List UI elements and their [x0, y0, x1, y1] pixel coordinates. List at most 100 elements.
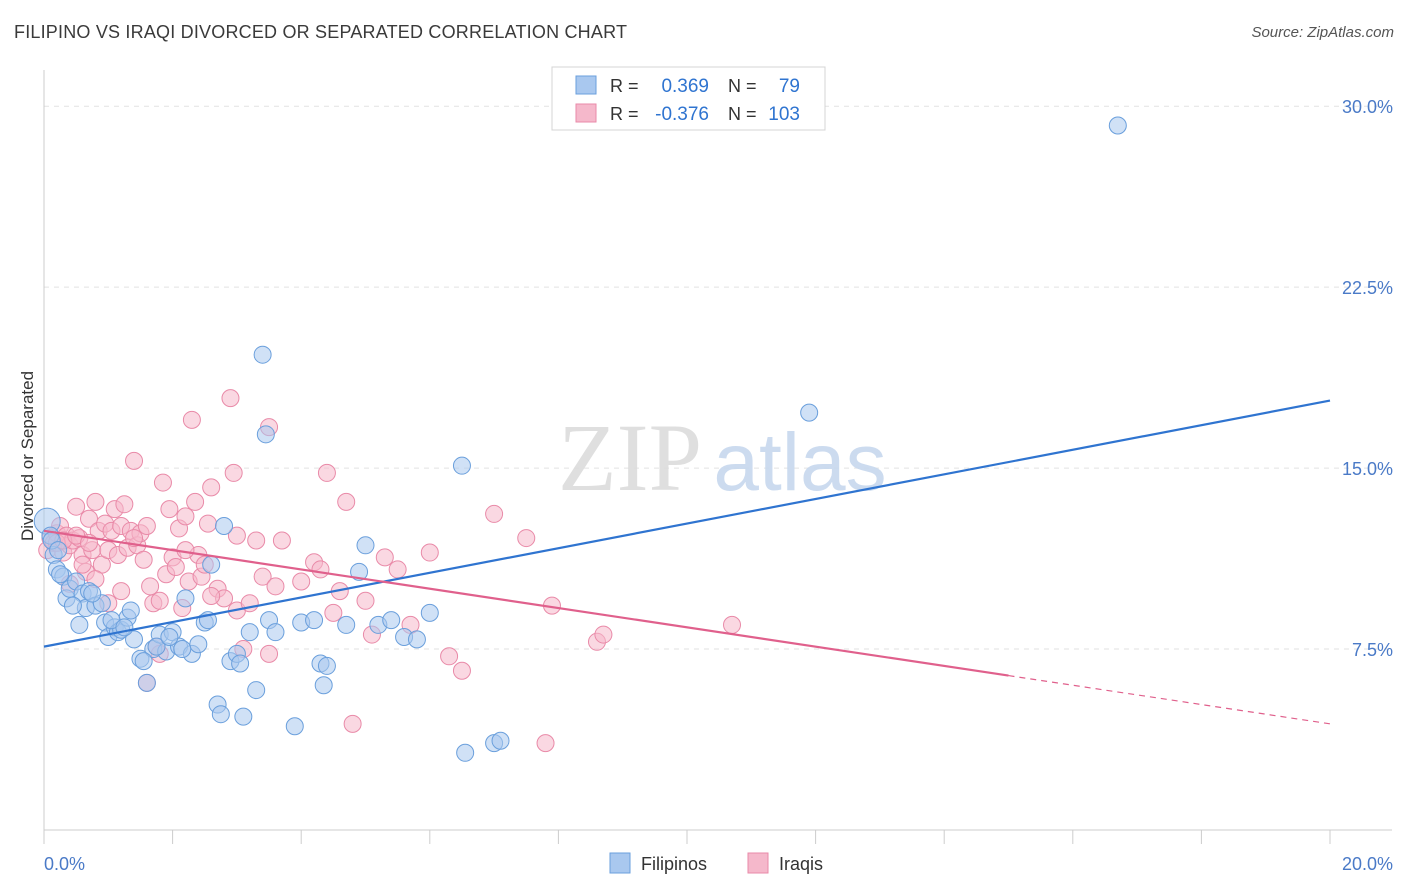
axes [43, 70, 1392, 844]
filipinos-point [189, 635, 208, 654]
iraqis-point [221, 389, 240, 408]
iraqis-point [536, 734, 555, 753]
legend-r-value-1: 0.369 [661, 76, 709, 97]
iraqis-point [337, 492, 356, 511]
iraqis-point [182, 410, 201, 429]
filipinos-point [1108, 116, 1127, 135]
iraqis-point [186, 492, 205, 511]
filipinos-point [266, 623, 285, 642]
filipinos-point [491, 731, 510, 750]
iraqis-point [137, 517, 156, 535]
iraqis-point [723, 615, 742, 634]
iraqis-point [160, 500, 179, 519]
legend-r-value-2: -0.376 [655, 104, 709, 125]
iraqis-point [247, 531, 266, 550]
iraqis-trend-line [43, 529, 1009, 677]
iraqis-point [388, 560, 407, 579]
filipinos-point [211, 705, 230, 724]
iraqis-point [86, 492, 105, 511]
iraqis-point [153, 473, 172, 492]
filipinos-point [231, 654, 250, 673]
filipinos-point [63, 596, 82, 615]
trend-lines [43, 399, 1331, 725]
filipinos-point [420, 603, 439, 622]
iraqis-point [452, 661, 471, 680]
filipinos-point [147, 637, 166, 656]
watermark-atlas: atlas [713, 417, 886, 508]
legend-swatch-filipinos [575, 75, 597, 95]
iraqis-point [260, 644, 279, 663]
bottom-legend-filipinos: Filipinos [641, 854, 707, 874]
iraqis-point [292, 572, 311, 591]
iraqis-point [356, 591, 375, 610]
legend-n-label-2: N = [728, 104, 757, 124]
filipinos-point [234, 707, 253, 726]
filipinos-point [176, 589, 195, 608]
iraqis-point [176, 507, 195, 526]
filipinos-point [305, 611, 324, 630]
filipinos-point [407, 630, 426, 649]
filipinos-point [456, 743, 475, 762]
y-tick-label: 30.0% [1342, 97, 1393, 117]
top-legend: R = 0.369 N = 79 R = -0.376 N = 103 [551, 66, 826, 131]
iraqis-point [317, 463, 336, 482]
iraqis-point [202, 586, 221, 605]
iraqis-trend-extension [1008, 674, 1331, 725]
filipinos-point [83, 584, 102, 603]
iraqis-point [272, 531, 291, 550]
source-label: Source: ZipAtlas.com [1251, 24, 1394, 41]
iraqis-point [67, 497, 86, 516]
iraqis-point [594, 625, 613, 644]
iraqis-point [125, 529, 144, 548]
iraqis-point [375, 548, 394, 567]
legend-n-label-1: N = [728, 76, 757, 96]
x-tick-label: 0.0% [44, 854, 85, 874]
bottom-legend: Filipinos Iraqis [609, 852, 823, 874]
watermark: ZIP atlas [558, 404, 887, 511]
legend-n-value-1: 79 [779, 76, 800, 97]
filipinos-point [356, 536, 375, 555]
filipinos-point [51, 565, 70, 584]
iraqis-point [253, 567, 272, 586]
filipinos-point [382, 611, 401, 630]
y-tick-label: 22.5% [1342, 278, 1393, 298]
iraqis-point [485, 504, 504, 523]
filipinos-point [452, 456, 471, 475]
filipinos-trend-line [43, 399, 1331, 648]
legend-n-value-2: 103 [768, 104, 800, 125]
iraqis-point [115, 495, 134, 514]
iraqis-point [224, 463, 243, 482]
iraqis-point [266, 577, 285, 596]
filipinos-point [70, 615, 89, 634]
filipinos-point [240, 623, 259, 642]
filipinos-point [256, 425, 275, 444]
filipinos-point [173, 640, 192, 659]
legend-r-label-1: R = [610, 76, 639, 96]
iraqis-point [198, 514, 217, 533]
filipinos-point [285, 717, 304, 736]
filipinos-point [160, 627, 179, 646]
filipinos-point [350, 562, 369, 581]
x-tick-labels: 0.0% 20.0% [44, 854, 1393, 874]
filipinos-point [215, 517, 234, 535]
bottom-legend-swatch-filipinos [609, 852, 631, 874]
chart-title: FILIPINO VS IRAQI DIVORCED OR SEPARATED … [14, 22, 628, 42]
iraqis-point [324, 603, 343, 622]
filipinos-point [800, 403, 819, 422]
filipinos-point [121, 601, 140, 620]
filipinos-point [202, 555, 221, 574]
legend-swatch-iraqis [575, 103, 597, 123]
y-tick-label: 7.5% [1352, 640, 1393, 660]
bottom-legend-swatch-iraqis [747, 852, 769, 874]
iraqis-point [311, 560, 330, 579]
y-tick-label: 15.0% [1342, 459, 1393, 479]
iraqis-point [202, 478, 221, 497]
x-tick-label: 20.0% [1342, 854, 1393, 874]
filipinos-point [337, 615, 356, 634]
iraqis-point [112, 582, 131, 601]
filipinos-point [134, 652, 153, 671]
filipinos-point [247, 681, 266, 700]
filipinos-point [314, 676, 333, 695]
filipinos-point [137, 673, 156, 692]
